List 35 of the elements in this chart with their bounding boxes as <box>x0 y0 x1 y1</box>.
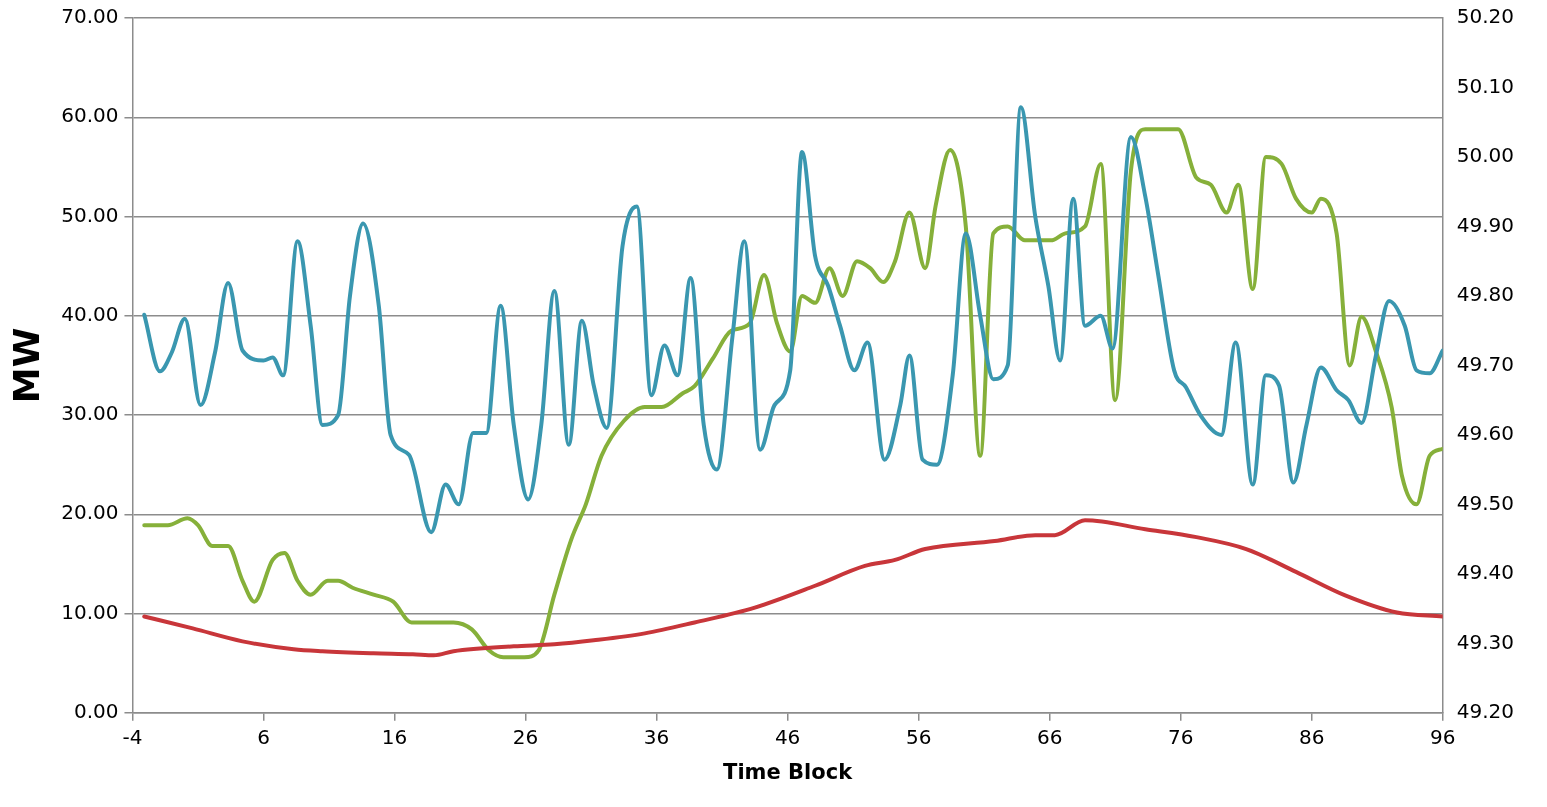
y2-tick-label: 50.00 <box>1456 143 1515 168</box>
y-tick-label: 10.00 <box>61 599 119 624</box>
x-tick-label: 46 <box>774 725 801 749</box>
y2-tick-label: 49.80 <box>1456 282 1515 307</box>
y2-tick-label: 50.10 <box>1456 73 1515 98</box>
y2-tick-label: 49.20 <box>1456 699 1515 723</box>
y-tick-label: 60.00 <box>61 103 119 128</box>
y-tick-label: 50.00 <box>61 202 119 227</box>
line-series <box>142 105 1443 535</box>
x-tick-label: 16 <box>381 725 408 749</box>
line-series <box>142 518 1443 658</box>
y2-tick-label: 49.30 <box>1456 629 1515 654</box>
y-tick-label: 30.00 <box>61 401 119 426</box>
x-axis-title: Time Block <box>723 759 854 784</box>
line-series <box>142 127 1443 660</box>
x-tick-label: 66 <box>1036 725 1063 749</box>
y2-tick-label: 49.40 <box>1456 560 1515 585</box>
y-tick-label: 20.00 <box>61 500 119 525</box>
y2-tick-label: 49.70 <box>1456 351 1515 376</box>
x-tick-label: 6 <box>257 725 270 749</box>
x-tick-label: -4 <box>122 725 143 749</box>
y-tick-label: 70.00 <box>61 4 119 29</box>
y2-tick-label: 49.90 <box>1456 212 1515 237</box>
x-tick-label: 26 <box>512 725 539 749</box>
y2-tick-label: 49.50 <box>1456 490 1515 515</box>
y-tick-label: 40.00 <box>61 301 119 326</box>
y2-tick-label: 49.60 <box>1456 421 1515 446</box>
y-tick-label: 0.00 <box>73 699 119 723</box>
y-axis-title: MW <box>5 327 47 404</box>
x-tick-label: 36 <box>643 725 670 749</box>
x-tick-label: 76 <box>1167 725 1194 749</box>
x-tick-label: 86 <box>1298 725 1325 749</box>
x-tick-label: 96 <box>1430 725 1456 749</box>
x-tick-label: 56 <box>905 725 932 749</box>
y2-tick-label: 50.20 <box>1456 4 1515 29</box>
